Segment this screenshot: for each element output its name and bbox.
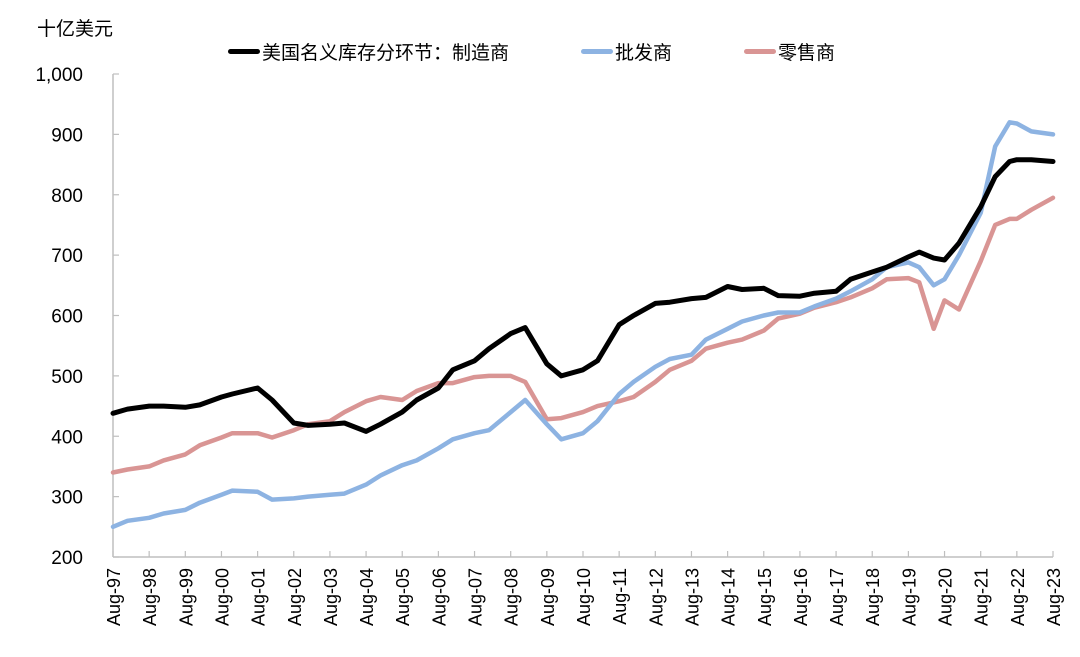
x-tick-label: Aug-11 (610, 568, 630, 625)
x-tick-label: Aug-97 (104, 568, 124, 626)
x-tick-label: Aug-07 (466, 568, 486, 626)
legend-item-manufacturers: 美国名义库存分环节：制造商 (228, 38, 509, 65)
y-tick-label: 1,000 (35, 65, 83, 86)
y-tick-label: 200 (51, 548, 83, 569)
legend-item-retailers: 零售商 (744, 38, 835, 65)
y-tick-label: 400 (51, 427, 83, 448)
x-tick-label: Aug-10 (574, 568, 594, 626)
x-tick-label: Aug-17 (827, 568, 847, 626)
x-tick-label: Aug-98 (140, 568, 160, 626)
legend-swatch-retailers (744, 49, 777, 54)
legend-label-manufacturers: 美国名义库存分环节：制造商 (262, 42, 510, 64)
x-tick-label: Aug-19 (899, 568, 919, 626)
x-tick-label: Aug-13 (682, 568, 702, 626)
y-tick-label: 300 (51, 488, 83, 509)
y-tick-label: 700 (51, 246, 83, 267)
x-tick-label: Aug-15 (755, 568, 775, 626)
y-tick-label: 500 (51, 367, 83, 388)
legend-swatch-manufacturers (228, 49, 260, 54)
y-tick-label: 800 (51, 186, 83, 207)
y-tick-label: 600 (51, 307, 83, 328)
x-tick-label: Aug-99 (176, 568, 196, 626)
legend-label-wholesalers: 批发商 (615, 42, 673, 64)
x-tick-label: Aug-21 (972, 568, 992, 626)
x-tick-label: Aug-02 (285, 568, 305, 626)
y-axis-unit-label: 十亿美元 (37, 18, 114, 40)
wholesalers-line (110, 120, 1056, 530)
y-tick-label: 900 (51, 125, 83, 146)
chart-axes: 200 300 400 500 600 700 800 900 1,000 Aug-97 Aug-9… (35, 65, 1064, 626)
legend-swatch-wholesalers (581, 49, 614, 54)
x-tick-label: Aug-16 (791, 568, 811, 626)
x-tick-label: Aug-08 (502, 568, 522, 626)
retailers-line (110, 195, 1056, 475)
x-tick-label: Aug-09 (538, 568, 558, 626)
x-tick-label: Aug-05 (393, 568, 413, 626)
x-tick-label: Aug-12 (646, 568, 666, 626)
chart-legend: 美国名义库存分环节：制造商 批发商 零售商 (228, 38, 907, 65)
x-tick-label: Aug-22 (1008, 568, 1028, 626)
x-tick-label: Aug-14 (719, 568, 739, 626)
x-tick-label: Aug-20 (936, 568, 956, 626)
x-tick-label: Aug-00 (212, 568, 232, 626)
x-tick-label: Aug-01 (249, 568, 269, 626)
x-tick-label: Aug-03 (321, 568, 341, 626)
manufacturers-line (110, 157, 1056, 434)
x-tick-label: Aug-06 (429, 568, 449, 626)
chart-series (110, 120, 1056, 530)
x-tick-label: Aug-23 (1044, 568, 1064, 626)
x-tick-label: Aug-18 (863, 568, 883, 626)
x-tick-label: Aug-04 (357, 568, 377, 626)
legend-item-wholesalers: 批发商 (581, 38, 672, 65)
legend-label-retailers: 零售商 (778, 42, 836, 64)
